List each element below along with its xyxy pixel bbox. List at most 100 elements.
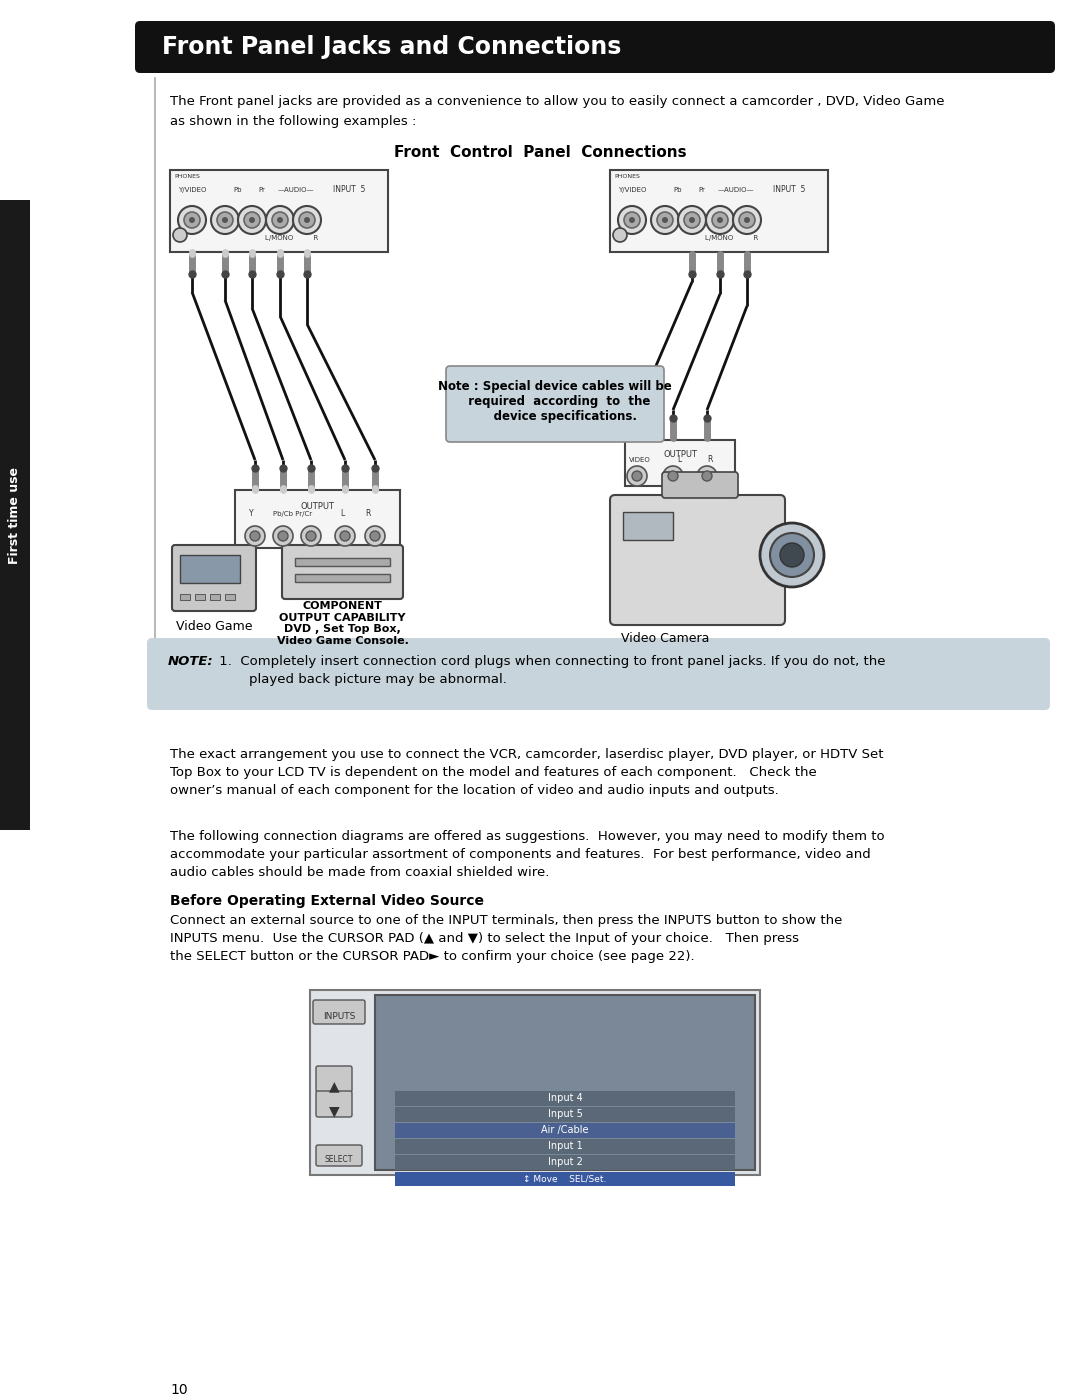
Text: Pr: Pr xyxy=(698,187,705,193)
Text: played back picture may be abnormal.: played back picture may be abnormal. xyxy=(215,673,507,686)
FancyBboxPatch shape xyxy=(662,472,738,497)
Bar xyxy=(295,574,390,583)
Circle shape xyxy=(613,228,627,242)
Text: the SELECT button or the CURSOR PAD► to confirm your choice (see page 22).: the SELECT button or the CURSOR PAD► to … xyxy=(170,950,694,963)
Bar xyxy=(235,490,400,548)
Text: L: L xyxy=(340,509,345,518)
Circle shape xyxy=(627,467,647,486)
Circle shape xyxy=(340,531,350,541)
Text: Front  Control  Panel  Connections: Front Control Panel Connections xyxy=(394,145,686,161)
Text: L/MONO         R: L/MONO R xyxy=(265,235,319,242)
Circle shape xyxy=(189,217,195,224)
Text: Before Operating External Video Source: Before Operating External Video Source xyxy=(170,894,484,908)
Text: accommodate your particular assortment of components and features.  For best per: accommodate your particular assortment o… xyxy=(170,848,870,861)
Text: Air /Cable: Air /Cable xyxy=(541,1125,589,1134)
Text: Connect an external source to one of the INPUT terminals, then press the INPUTS : Connect an external source to one of the… xyxy=(170,914,842,928)
Bar xyxy=(395,1155,735,1171)
Text: Input 2: Input 2 xyxy=(548,1157,582,1166)
Bar xyxy=(610,170,828,251)
Circle shape xyxy=(249,217,255,224)
Circle shape xyxy=(733,205,761,235)
Bar xyxy=(195,594,205,599)
Circle shape xyxy=(678,205,706,235)
FancyBboxPatch shape xyxy=(135,21,1055,73)
Circle shape xyxy=(266,205,294,235)
Circle shape xyxy=(293,205,321,235)
Bar xyxy=(395,1091,735,1106)
Text: INPUTS menu.  Use the CURSOR PAD (▲ and ▼) to select the Input of your choice.  : INPUTS menu. Use the CURSOR PAD (▲ and ▼… xyxy=(170,932,799,944)
Text: Pr: Pr xyxy=(258,187,265,193)
Circle shape xyxy=(217,212,233,228)
Text: The exact arrangement you use to connect the VCR, camcorder, laserdisc player, D: The exact arrangement you use to connect… xyxy=(170,747,883,761)
Bar xyxy=(310,990,760,1175)
Circle shape xyxy=(244,212,260,228)
Circle shape xyxy=(702,471,712,481)
Circle shape xyxy=(303,217,310,224)
Circle shape xyxy=(663,467,683,486)
Circle shape xyxy=(178,205,206,235)
Text: First time use: First time use xyxy=(9,467,22,563)
Text: Pb/Cb Pr/Cr: Pb/Cb Pr/Cr xyxy=(273,511,312,517)
Text: ▼: ▼ xyxy=(328,1104,339,1118)
Circle shape xyxy=(276,217,283,224)
Circle shape xyxy=(245,527,265,546)
Text: Input 5: Input 5 xyxy=(548,1109,582,1119)
Text: Video Camera: Video Camera xyxy=(621,631,710,645)
Circle shape xyxy=(238,205,266,235)
Circle shape xyxy=(301,527,321,546)
FancyBboxPatch shape xyxy=(316,1066,352,1092)
Text: PHONES: PHONES xyxy=(174,175,200,179)
Text: Pb: Pb xyxy=(673,187,681,193)
Circle shape xyxy=(632,471,642,481)
Text: Pb: Pb xyxy=(233,187,242,193)
Circle shape xyxy=(717,217,723,224)
FancyBboxPatch shape xyxy=(172,545,256,610)
Bar xyxy=(180,594,190,599)
Text: NOTE:: NOTE: xyxy=(168,655,214,668)
Text: —AUDIO—: —AUDIO— xyxy=(278,187,314,193)
Circle shape xyxy=(706,205,734,235)
Text: Y/VIDEO: Y/VIDEO xyxy=(178,187,206,193)
Bar xyxy=(395,1106,735,1122)
Text: Front Panel Jacks and Connections: Front Panel Jacks and Connections xyxy=(162,35,621,59)
Bar xyxy=(295,557,390,566)
Bar xyxy=(625,440,735,486)
Text: audio cables should be made from coaxial shielded wire.: audio cables should be made from coaxial… xyxy=(170,866,550,879)
Circle shape xyxy=(760,522,824,587)
Text: Y/VIDEO: Y/VIDEO xyxy=(618,187,646,193)
FancyBboxPatch shape xyxy=(313,1000,365,1024)
Circle shape xyxy=(739,212,755,228)
Text: —AUDIO—: —AUDIO— xyxy=(718,187,755,193)
Text: Input 1: Input 1 xyxy=(548,1141,582,1151)
Circle shape xyxy=(272,212,288,228)
Text: COMPONENT
OUTPUT CAPABILITY
DVD , Set Top Box,
Video Game Console.: COMPONENT OUTPUT CAPABILITY DVD , Set To… xyxy=(276,601,408,645)
Circle shape xyxy=(651,205,679,235)
Circle shape xyxy=(222,217,228,224)
Text: INPUT  5: INPUT 5 xyxy=(333,184,365,194)
Text: L/MONO         R: L/MONO R xyxy=(705,235,758,242)
Circle shape xyxy=(684,212,700,228)
Text: OUTPUT: OUTPUT xyxy=(300,502,335,511)
Text: OUTPUT: OUTPUT xyxy=(663,450,697,460)
FancyBboxPatch shape xyxy=(316,1091,352,1118)
Text: Y: Y xyxy=(249,509,254,518)
Text: L: L xyxy=(677,455,681,464)
Text: The Front panel jacks are provided as a convenience to allow you to easily conne: The Front panel jacks are provided as a … xyxy=(170,95,945,108)
Circle shape xyxy=(306,531,316,541)
Text: R: R xyxy=(365,509,370,518)
Circle shape xyxy=(370,531,380,541)
FancyBboxPatch shape xyxy=(446,366,664,441)
Circle shape xyxy=(669,471,678,481)
Text: The following connection diagrams are offered as suggestions.  However, you may : The following connection diagrams are of… xyxy=(170,830,885,842)
Text: VIDEO: VIDEO xyxy=(629,457,651,462)
Bar xyxy=(225,594,235,599)
Text: ↕ Move    SEL/Set.: ↕ Move SEL/Set. xyxy=(524,1173,607,1183)
Text: INPUT  5: INPUT 5 xyxy=(773,184,806,194)
Text: Video Game: Video Game xyxy=(176,620,253,633)
Circle shape xyxy=(624,212,640,228)
Circle shape xyxy=(299,212,315,228)
Text: ▲: ▲ xyxy=(328,1078,339,1092)
FancyBboxPatch shape xyxy=(610,495,785,624)
Circle shape xyxy=(365,527,384,546)
Text: owner’s manual of each component for the location of video and audio inputs and : owner’s manual of each component for the… xyxy=(170,784,779,798)
